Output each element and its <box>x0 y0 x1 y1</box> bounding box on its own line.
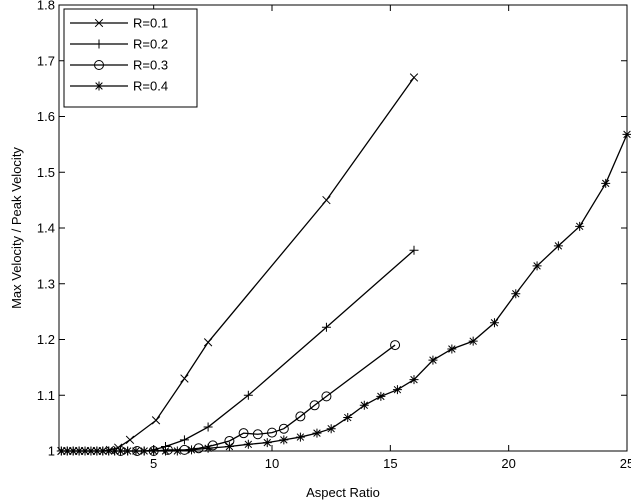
legend-swatch-marker <box>94 60 104 70</box>
legend-swatch-marker <box>94 81 104 91</box>
data-point <box>295 432 305 442</box>
legend-label: R=0.3 <box>133 58 168 73</box>
data-point <box>409 73 419 82</box>
legend-swatch-marker <box>94 39 104 49</box>
x-tick-label: 15 <box>383 456 397 471</box>
data-point <box>376 391 386 401</box>
x-tick-label: 10 <box>265 456 279 471</box>
data-point <box>326 424 336 434</box>
legend-entry: R=0.2 <box>70 37 168 52</box>
series-line <box>61 134 628 452</box>
data-point <box>392 385 402 395</box>
y-tick-label: 1.2 <box>37 332 55 347</box>
data-point <box>125 435 135 445</box>
y-tick-label: 1 <box>48 444 55 459</box>
data-point <box>279 435 289 445</box>
y-tick-label: 1.4 <box>37 221 55 236</box>
legend-entry: R=0.4 <box>70 79 168 94</box>
data-point <box>359 400 369 410</box>
y-tick-label: 1.6 <box>37 109 55 124</box>
y-tick-label: 1.7 <box>37 53 55 68</box>
data-point <box>309 400 320 411</box>
data-point <box>553 241 563 251</box>
data-point <box>321 322 331 332</box>
x-tick-label: 20 <box>501 456 515 471</box>
series-line <box>61 249 415 452</box>
legend-label: R=0.2 <box>133 37 168 52</box>
data-point <box>575 221 585 231</box>
y-axis-ticks: 1 1.1 1.2 1.3 1.4 1.5 1.6 1.7 1.8 <box>37 0 627 459</box>
legend-entry: R=0.1 <box>70 16 168 31</box>
data-point <box>468 336 478 346</box>
y-tick-label: 1.5 <box>37 165 55 180</box>
data-point <box>312 428 322 438</box>
y-axis-label: Max Velocity / Peak Velocity <box>9 147 24 309</box>
data-point <box>511 289 521 299</box>
x-tick-label: 5 <box>150 456 157 471</box>
data-point <box>532 261 542 271</box>
data-point <box>180 374 189 383</box>
legend-entry: R=0.3 <box>70 58 168 73</box>
data-point <box>390 340 401 351</box>
legend: R=0.1 R=0.2 R=0.3 R=0.4 <box>63 8 198 108</box>
series-line <box>120 344 396 452</box>
legend-label: R=0.1 <box>133 16 168 31</box>
data-point <box>489 318 499 328</box>
series-4 <box>56 129 631 456</box>
series-2 <box>56 245 419 456</box>
data-point <box>343 413 353 423</box>
data-point <box>203 422 213 432</box>
y-tick-label: 1.1 <box>37 388 55 403</box>
legend-swatch-marker <box>94 18 104 28</box>
data-point <box>238 428 249 439</box>
data-point <box>601 178 611 188</box>
legend-label: R=0.4 <box>133 79 168 94</box>
x-tick-label: 25 <box>620 456 631 471</box>
data-point <box>179 435 189 445</box>
data-point <box>203 338 213 347</box>
y-tick-label: 1.3 <box>37 276 55 291</box>
y-tick-label: 1.8 <box>37 0 55 13</box>
data-point <box>162 444 173 455</box>
data-point <box>322 195 331 205</box>
data-point <box>295 411 306 422</box>
legend-box <box>63 8 198 108</box>
data-point <box>278 423 289 434</box>
data-point <box>243 439 253 449</box>
data-point <box>262 438 272 448</box>
data-point <box>243 390 253 400</box>
data-point <box>321 391 332 402</box>
data-point <box>409 375 419 385</box>
data-point <box>409 245 419 255</box>
data-point <box>447 344 457 354</box>
axes: 5 10 15 20 25 1 1.1 1.2 1.3 1.4 1.5 1.6 1.7 1.8 Aspe… <box>9 0 631 500</box>
data-point <box>267 427 277 438</box>
x-axis-ticks: 5 10 15 20 25 <box>150 5 631 471</box>
data-point <box>187 445 197 455</box>
data-point <box>428 355 438 365</box>
series-layer <box>56 73 631 456</box>
series-line <box>61 77 415 452</box>
data-point <box>203 443 213 453</box>
data-point <box>224 442 234 452</box>
series-3 <box>115 340 401 456</box>
x-axis-label: Aspect Ratio <box>306 485 380 500</box>
series-1 <box>57 73 419 456</box>
data-point <box>252 429 263 440</box>
data-point <box>151 416 161 425</box>
